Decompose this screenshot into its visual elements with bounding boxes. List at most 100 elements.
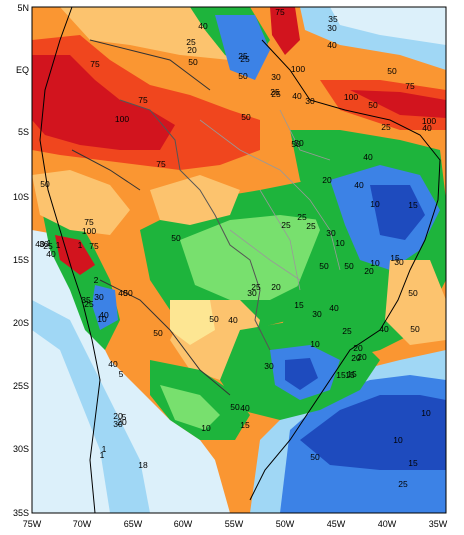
lat-label: EQ [16, 65, 29, 75]
contour-value-label: 10 [370, 258, 380, 268]
contour-value-label: 30 [39, 239, 49, 249]
andes-blue [92, 285, 118, 330]
lon-label: 65W [124, 519, 143, 529]
se-darkblue [285, 358, 318, 390]
contour-value-label: 10 [393, 435, 403, 445]
contour-value-label: 50 [209, 314, 219, 324]
contour-value-label: 40 [292, 91, 302, 101]
south-atlantic-darkblue [300, 395, 446, 470]
contour-value-label: 50 [40, 179, 50, 189]
contour-value-label: 18 [138, 460, 148, 470]
contour-value-label: 50 [368, 100, 378, 110]
contour-value-label: 75 [405, 81, 415, 91]
contour-value-label: 40 [46, 249, 56, 259]
lat-label: 5N [17, 3, 29, 13]
ne-paleblue [330, 7, 446, 45]
state-borders [199, 109, 341, 291]
east-darkblue [370, 185, 425, 240]
contour-value-label: 40 [118, 288, 128, 298]
contour-value-label: 5 [119, 369, 124, 379]
contour-value-label: 30 [312, 309, 322, 319]
contour-value-label: 20 [322, 175, 332, 185]
contour-value-label: 50 [387, 66, 397, 76]
lat-label: 35S [13, 508, 29, 518]
contour-value-label: 25 [271, 89, 281, 99]
contour-value-label: 40 [240, 403, 250, 413]
lat-label: 5S [18, 127, 29, 137]
contour-value-label: 100 [115, 114, 129, 124]
contour-value-label: 30 [327, 23, 337, 33]
contour-value-label: 40 [354, 180, 364, 190]
lon-label: 70W [73, 519, 92, 529]
contour-value-label: 100 [344, 92, 358, 102]
contour-value-label: 35 [328, 14, 338, 24]
lon-label: 50W [276, 519, 295, 529]
lon-label: 40W [378, 519, 397, 529]
contour-value-label: 25 [342, 326, 352, 336]
contour-value-label: 20 [357, 352, 367, 362]
amazon-darkred [32, 55, 175, 150]
east-yellow [385, 260, 446, 345]
contour-value-label: 20 [351, 353, 361, 363]
contour-value-label: 50 [230, 402, 240, 412]
contour-value-label: 40 [329, 303, 339, 313]
contour-value-label: 1 [102, 444, 107, 454]
contour-value-label: 40 [198, 21, 208, 31]
contour-value-label: 5 [122, 412, 127, 422]
central-lightgreen [180, 215, 330, 300]
contour-value-label: 30 [305, 96, 315, 106]
contour-value-label: 50 [153, 328, 163, 338]
contour-value-label: 35 [81, 295, 91, 305]
contour-value-label: 25 [84, 299, 94, 309]
contour-value-label: 20 [187, 45, 197, 55]
contour-value-label: 30 [94, 292, 104, 302]
contour-value-label: 25 [398, 479, 408, 489]
top-yellow [60, 7, 240, 60]
lon-label: 35W [429, 519, 448, 529]
yellow-patch-south [170, 300, 215, 345]
contour-value-label: 1 [78, 240, 83, 250]
lat-label: 25S [13, 381, 29, 391]
contour-value-label: 20 [271, 282, 281, 292]
contour-value-label: 15 [347, 369, 357, 379]
contour-value-label: 20 [113, 411, 123, 421]
contour-value-label: 15 [408, 458, 418, 468]
contour-value-label: 15 [240, 420, 250, 430]
contour-value-label: 15 [336, 370, 346, 380]
lon-label: 55W [225, 519, 244, 529]
precipitation-field [32, 7, 446, 513]
contour-value-label: 50 [291, 139, 301, 149]
contour-value-label: 25 [240, 54, 250, 64]
contour-value-label: 25 [297, 212, 307, 222]
lon-label: 60W [174, 519, 193, 529]
contour-value-label: 15 [408, 200, 418, 210]
contour-value-label: 10 [370, 199, 380, 209]
contour-value-label: 50 [408, 288, 418, 298]
contour-value-label: 15 [390, 253, 400, 263]
lon-label: 75W [23, 519, 42, 529]
contour-value-label: 40 [108, 359, 118, 369]
south-lightgreen [160, 385, 220, 430]
contour-value-label: 30 [264, 361, 274, 371]
contour-value-label: 50 [344, 261, 354, 271]
lat-label: 30S [13, 444, 29, 454]
contour-value-label: 1 [100, 450, 105, 460]
contour-value-label: 10 [97, 314, 107, 324]
border-brazil-west [119, 99, 271, 351]
contour-value-label: 40 [327, 40, 337, 50]
contour-value-label: 20 [117, 417, 127, 427]
country-borders [39, 6, 441, 514]
contour-value-label: 25 [43, 241, 53, 251]
contour-value-label: 25 [186, 37, 196, 47]
contour-value-label: 50 [171, 233, 181, 243]
lon-axis: 75W 70W 65W 60W 55W 50W 45W 40W 35W [23, 519, 448, 529]
top-blue [215, 15, 270, 80]
contour-value-label: 50 [238, 71, 248, 81]
contour-value-label: 10 [201, 423, 211, 433]
contour-value-label: 75 [84, 217, 94, 227]
contour-value-label: 75 [138, 95, 148, 105]
contour-value-label: 30 [247, 288, 257, 298]
contour-value-label: 100 [291, 64, 305, 74]
